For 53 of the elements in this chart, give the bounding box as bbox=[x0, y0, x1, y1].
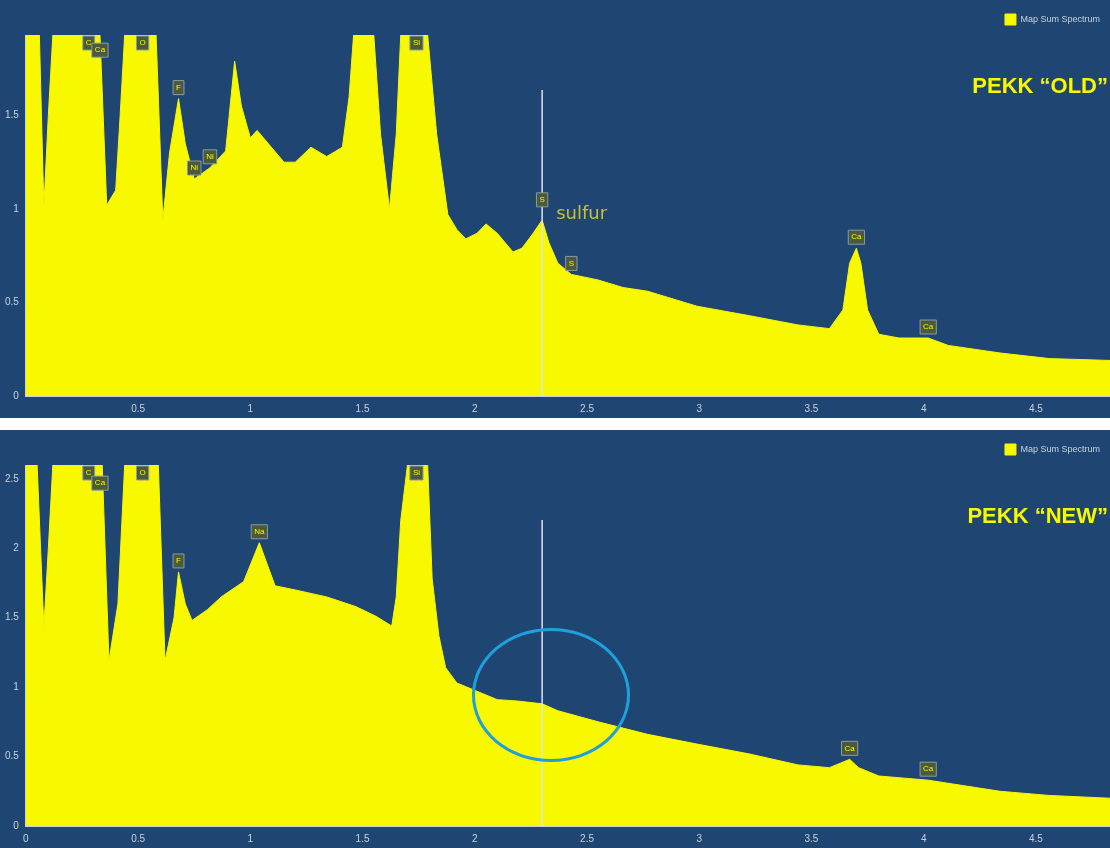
annotation: Ca bbox=[94, 45, 106, 55]
x-tick-label: 4.5 bbox=[1028, 832, 1044, 844]
x-tick-label: 4.5 bbox=[1028, 402, 1044, 414]
y-tick-label: 1 bbox=[13, 680, 20, 692]
annotation: Si bbox=[412, 38, 421, 48]
annotation: O bbox=[139, 38, 146, 48]
annotation: Ca bbox=[923, 322, 934, 332]
annotation: Si bbox=[412, 468, 421, 478]
annotation: Ni bbox=[206, 152, 214, 162]
x-tick-label: 2.5 bbox=[580, 402, 595, 414]
x-tick-label: 1 bbox=[247, 832, 254, 844]
x-tick-label: 2.5 bbox=[580, 832, 595, 844]
x-tick-label: 4 bbox=[920, 402, 927, 414]
x-tick-label: 3.5 bbox=[804, 402, 819, 414]
x-tick-label: 1.5 bbox=[355, 402, 370, 414]
x-tick-label: 1.5 bbox=[355, 832, 370, 844]
y-tick-label: 0.5 bbox=[5, 296, 20, 308]
y-tick-label: 0.5 bbox=[5, 750, 20, 762]
text: PEKK “NEW” bbox=[967, 503, 1108, 529]
y-tick-label: 0 bbox=[13, 819, 20, 831]
x-tick-label: 2 bbox=[472, 832, 479, 844]
annotation: F bbox=[176, 556, 182, 566]
x-tick-label: 1 bbox=[247, 402, 254, 414]
x-tick-label: 2 bbox=[472, 402, 479, 414]
y-tick-label: 0 bbox=[13, 389, 20, 401]
annotation: Ca bbox=[851, 232, 863, 242]
annotation: F bbox=[176, 82, 182, 92]
annotation: S bbox=[539, 195, 545, 205]
x-tick-label: 0.5 bbox=[131, 832, 146, 844]
annotation: Ca bbox=[923, 764, 934, 774]
annotation: Na bbox=[254, 526, 265, 536]
annotation: O bbox=[139, 468, 146, 478]
annotation: C bbox=[85, 468, 92, 478]
annotation: Ca bbox=[94, 478, 106, 488]
legend-label: Map Sum Spectrum bbox=[1020, 13, 1100, 24]
x-tick-label: 0.5 bbox=[131, 402, 146, 414]
annotation: S bbox=[568, 258, 574, 268]
x-tick-label: 3 bbox=[696, 832, 703, 844]
x-tick-label: 0 bbox=[23, 832, 30, 844]
y-tick-label: 1.5 bbox=[5, 611, 20, 623]
y-tick-label: 2.5 bbox=[5, 472, 20, 484]
x-tick-label: 3.5 bbox=[804, 832, 819, 844]
annotation: C bbox=[85, 38, 92, 48]
annotation: Ni bbox=[190, 163, 199, 173]
x-tick-label: 4 bbox=[920, 832, 927, 844]
x-tick-label: 3 bbox=[696, 402, 703, 414]
y-tick-label: 1 bbox=[13, 202, 20, 214]
y-tick-label: 1.5 bbox=[5, 109, 20, 121]
text: PEKK “OLD” bbox=[972, 73, 1108, 99]
annotation: Ca bbox=[844, 743, 856, 753]
annotation: sulfur bbox=[556, 201, 608, 223]
legend-label: Map Sum Spectrum bbox=[1020, 443, 1100, 454]
y-tick-label: 2 bbox=[13, 542, 20, 554]
